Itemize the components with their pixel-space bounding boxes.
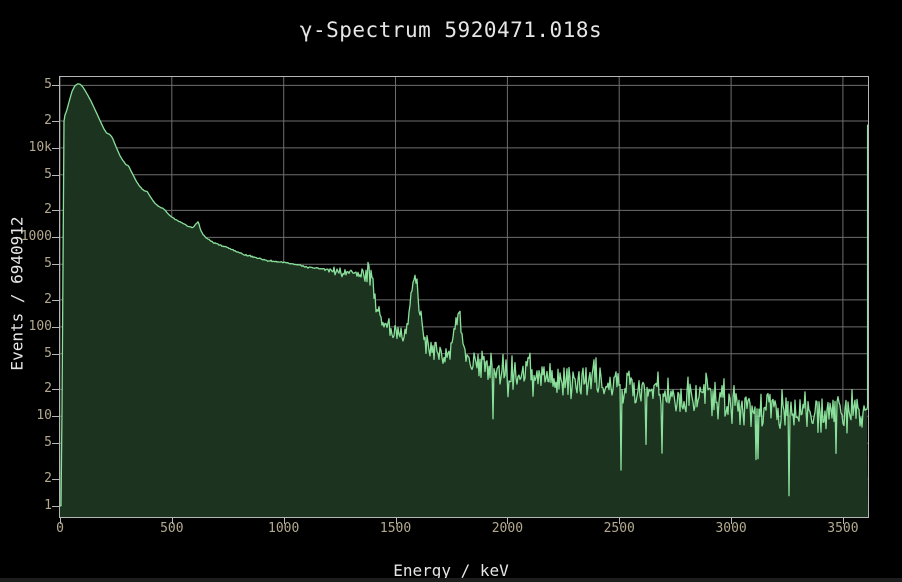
y-tick-mark	[52, 326, 59, 328]
y-tick-mark	[52, 299, 59, 301]
x-tick-label: 500	[160, 521, 184, 536]
y-tick-label: 10k	[28, 139, 52, 155]
x-tick-label: 2500	[603, 521, 635, 536]
x-tick-mark	[842, 518, 844, 524]
y-tick-mark	[52, 389, 59, 391]
x-tick-label: 2000	[491, 521, 524, 536]
y-tick-mark	[52, 174, 59, 176]
x-tick-mark	[619, 518, 621, 524]
y-tick-label: 1000	[20, 229, 52, 245]
y-tick-mark	[52, 416, 59, 418]
x-tick-label: 1500	[379, 521, 412, 536]
spectrum-line	[60, 83, 868, 507]
y-tick-mark	[52, 85, 59, 87]
y-axis-label: Events / 6940912	[7, 216, 27, 371]
x-tick-mark	[731, 518, 733, 524]
spectrum-fill	[60, 83, 868, 517]
x-tick-mark	[171, 518, 173, 524]
y-tick-mark	[52, 353, 59, 355]
y-tick-label: 1	[44, 497, 52, 513]
y-tick-label: 2	[44, 381, 52, 397]
x-axis-label: Energy / keV	[393, 561, 509, 580]
y-tick-mark	[52, 264, 59, 266]
x-tick-mark	[395, 518, 397, 524]
y-tick-label: 2	[44, 112, 52, 128]
x-tick-mark	[283, 518, 285, 524]
x-tick-label: 1000	[268, 521, 300, 536]
y-tick-mark	[52, 121, 59, 122]
spectrum-plot	[60, 77, 868, 517]
y-tick-label: 5	[44, 345, 52, 361]
y-tick-mark	[52, 237, 59, 239]
y-tick-label: 5	[44, 77, 52, 93]
y-tick-label: 5	[44, 256, 52, 272]
y-tick-label: 5	[44, 435, 52, 451]
y-tick-label: 5	[44, 166, 52, 182]
x-tick-label: 0	[56, 521, 64, 536]
x-tick-label: 3500	[827, 521, 859, 536]
x-tick-label: 3000	[715, 521, 747, 536]
y-tick-mark	[52, 505, 59, 507]
y-tick-label: 2	[44, 202, 52, 218]
y-tick-mark	[52, 210, 59, 212]
y-tick-label: 2	[44, 291, 52, 307]
page-title: γ-Spectrum 5920471.018s	[299, 18, 603, 42]
plot-area[interactable]	[59, 76, 869, 518]
y-tick-mark	[52, 147, 59, 149]
x-tick-mark	[507, 518, 509, 524]
y-tick-label: 100	[28, 318, 52, 334]
bottom-strip	[0, 578, 902, 582]
y-tick-label: 2	[44, 470, 52, 486]
y-tick-mark	[52, 443, 59, 445]
y-axis-ticks: 1 2 5 10 2 5 100 2 5 1000 2 5 10k 2 5	[0, 0, 52, 582]
y-tick-mark	[52, 478, 59, 480]
x-tick-mark	[60, 518, 61, 524]
y-tick-label: 10	[36, 408, 52, 424]
